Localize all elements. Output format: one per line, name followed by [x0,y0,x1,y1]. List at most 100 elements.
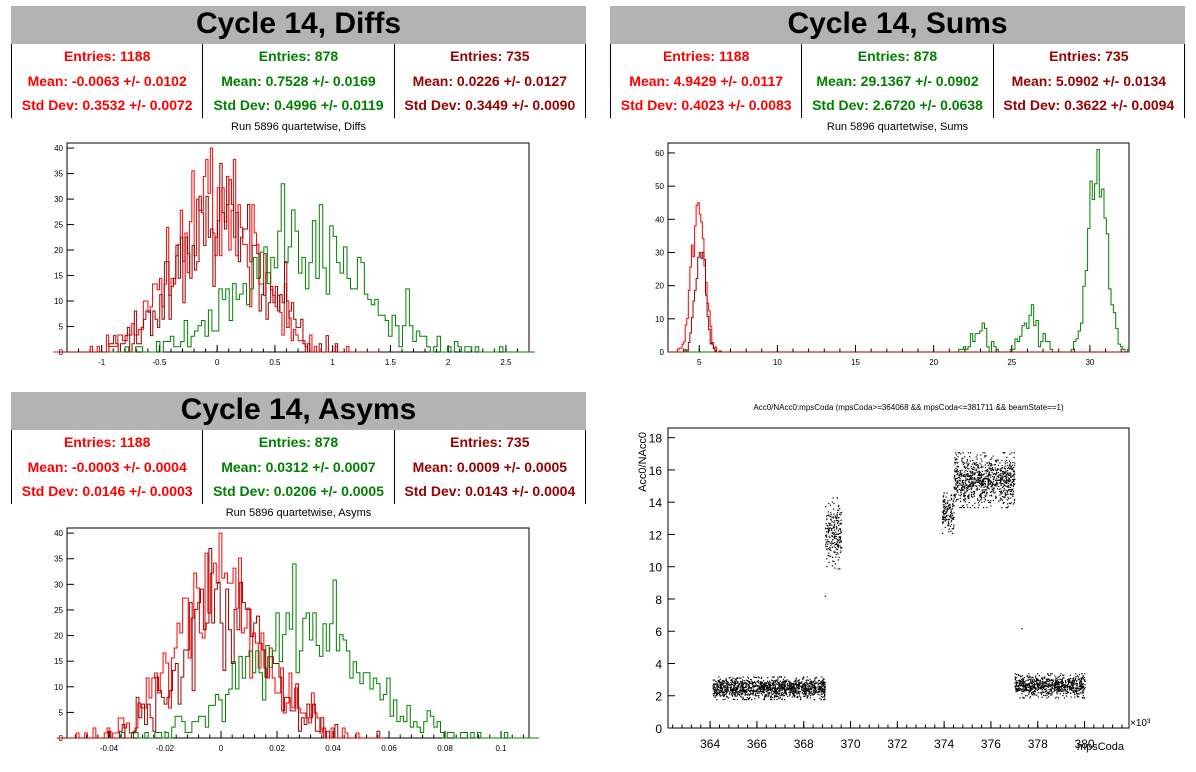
scatter-point [1058,697,1060,699]
scatter-point [973,483,975,485]
scatter-point [984,464,986,466]
scatter-point [1037,692,1039,694]
scatter-point [1024,685,1027,688]
scatter-point [761,691,763,693]
scatter-point [810,690,812,692]
scatter-point [1008,479,1010,481]
scatter-point [1050,673,1052,675]
stats-column-darkred: Entries: 735 Mean: 0.0009 +/- 0.0005 Std… [395,430,585,504]
scatter-point [715,691,717,693]
diffs-xtick-label: 0 [215,358,220,367]
scatter-point [945,515,947,517]
scatter-point [989,465,991,467]
scatter-point [961,481,963,483]
scatter-point [993,479,995,481]
scatter-point [762,685,764,687]
scatter-point [812,692,815,694]
scatter-point [785,689,787,691]
scatter-point [1007,496,1009,498]
scatter-point [793,690,795,692]
scatter-point [742,687,744,689]
scatter-point [947,500,949,502]
scatter-point [999,468,1001,470]
asyms-xtick-label: -0.04 [100,744,119,753]
stat-entries: Entries: 878 [258,434,339,450]
scatter-point [974,463,976,465]
scatter-point [1043,681,1045,683]
scatter-point [793,690,795,692]
scatter-point [766,686,768,688]
scatter-point [721,689,723,691]
scatter-point [1076,693,1078,695]
scatter-point [839,540,841,542]
scatter-point [1046,690,1048,692]
scatter-point [719,687,722,689]
scatter-point [990,490,992,493]
scatter-point [824,694,826,696]
scatter-point [774,695,776,697]
scatter-point [803,683,805,685]
scatter-point [987,481,989,483]
scatter-point [798,687,800,689]
scatter-point [1028,682,1030,684]
scatter-point [741,682,743,685]
scatter-point [1050,679,1052,681]
scatter-point [839,542,841,544]
asyms-ytick-label: 35 [54,555,63,564]
scatter-point [989,483,991,485]
scatter-point [1058,678,1060,680]
scatter-point [978,480,981,482]
scatter-point [755,677,757,679]
sums-ytick-label: 0 [660,348,665,357]
scatter-point [967,485,969,487]
scatter-point [1001,465,1003,467]
scatter-point [1005,494,1007,496]
scatter-point [775,683,777,685]
scatter-xtick-label: 374 [934,737,954,751]
scatter-point [757,684,759,687]
scatter-point [722,684,724,686]
scatter-point [984,486,986,488]
scatter-point [809,681,811,683]
scatter-point [745,693,747,695]
scatter-point [1046,685,1048,687]
scatter-point [740,682,742,684]
scatter-point [986,489,988,491]
scatter-point [1016,686,1018,688]
scatter-point [976,481,978,483]
scatter-point [1029,697,1031,699]
scatter-point [973,473,975,475]
scatter-point [732,689,734,691]
scatter-point [792,686,794,689]
scatter-point [805,684,807,686]
asyms-ytick-label: 40 [54,529,63,538]
scatter-point [956,469,958,471]
scatter-point [1065,692,1067,694]
scatter-point [1034,687,1036,689]
scatter-point [749,696,751,698]
scatter-point [1017,681,1019,683]
scatter-point [992,483,994,485]
scatter-point [1024,689,1027,692]
scatter-point [804,690,806,692]
scatter-point [967,475,969,477]
scatter-point [1030,678,1032,680]
scatter-point [1009,465,1011,467]
scatter-point [1080,677,1082,679]
asyms-title: Cycle 14, Asyms [11,392,586,430]
scatter-point [947,508,949,511]
scatter-point [760,693,762,695]
scatter-point [778,683,780,685]
scatter-point [836,516,838,518]
scatter-point [754,694,756,696]
scatter-point [1048,684,1050,686]
scatter-point [830,519,832,521]
scatter-point [942,506,945,508]
scatter-point [780,693,782,695]
scatter-point [718,689,720,691]
scatter-point [730,686,733,688]
scatter-point [1022,677,1024,679]
scatter-point [760,685,762,687]
scatter-point [1025,695,1027,697]
scatter-point [795,690,797,693]
